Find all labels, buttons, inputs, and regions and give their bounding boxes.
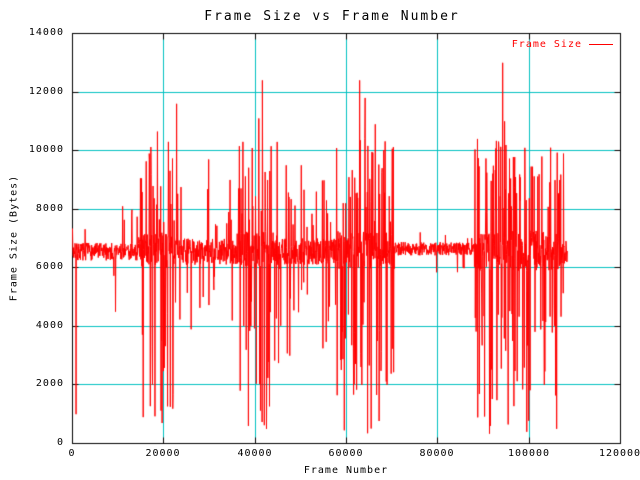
y-tick-label: 14000 (28, 27, 64, 38)
x-axis-label: Frame Number (303, 465, 389, 476)
legend: Frame Size (512, 39, 613, 50)
x-tick-label: 20000 (145, 448, 181, 459)
x-tick-label: 80000 (419, 448, 455, 459)
y-tick-label: 12000 (28, 86, 64, 97)
y-tick-label: 4000 (35, 320, 64, 331)
legend-line-sample (589, 44, 613, 45)
y-tick-label: 8000 (35, 203, 64, 214)
x-tick-label: 40000 (237, 448, 273, 459)
x-tick-label: 100000 (507, 448, 551, 459)
y-tick-label: 6000 (35, 261, 64, 272)
y-tick-label: 2000 (35, 378, 64, 389)
x-tick-label: 120000 (598, 448, 640, 459)
y-tick-label: 10000 (28, 144, 64, 155)
x-tick-label: 60000 (328, 448, 364, 459)
chart-title: Frame Size vs Frame Number (204, 9, 460, 24)
x-tick-label: 0 (68, 448, 76, 459)
y-axis-label: Frame Size (Bytes) (8, 174, 20, 302)
y-tick-label: 0 (56, 437, 64, 448)
legend-label: Frame Size (511, 39, 582, 50)
